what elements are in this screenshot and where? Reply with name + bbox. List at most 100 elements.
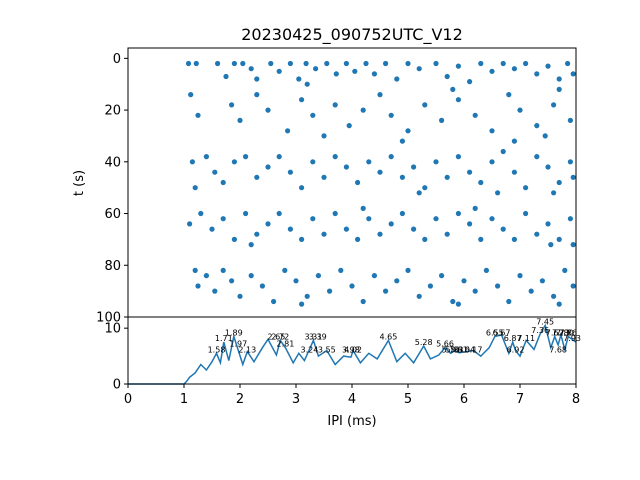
raster-point xyxy=(534,231,540,237)
raster-point xyxy=(570,242,576,248)
raster-point xyxy=(243,154,249,160)
raster-point xyxy=(388,154,394,160)
peak-annotation: 3.24 xyxy=(300,345,318,354)
histogram-y-tick-label: 0 xyxy=(113,378,121,393)
raster-point xyxy=(567,159,574,165)
raster-point xyxy=(237,117,243,123)
raster-point xyxy=(556,86,562,92)
raster-point xyxy=(500,148,506,155)
histogram-x-tick-label: 0 xyxy=(124,392,132,407)
raster-point xyxy=(299,185,305,191)
raster-y-label: t (s) xyxy=(72,170,87,196)
raster-point xyxy=(548,242,554,248)
raster-point xyxy=(282,267,288,273)
raster-point xyxy=(439,117,445,123)
raster-point xyxy=(562,267,568,273)
raster-point xyxy=(556,236,562,242)
peak-annotation: 6.17 xyxy=(465,345,483,354)
raster-point xyxy=(489,68,495,74)
raster-point xyxy=(195,283,201,289)
raster-point xyxy=(299,236,305,242)
raster-point xyxy=(360,205,366,211)
raster-points xyxy=(185,60,576,307)
peak-annotation: 7.11 xyxy=(517,334,535,343)
raster-point xyxy=(394,76,400,82)
raster-point xyxy=(472,288,478,294)
raster-point xyxy=(534,154,540,160)
raster-point xyxy=(523,185,529,191)
raster-point xyxy=(360,107,366,113)
raster-point xyxy=(405,60,411,67)
peak-annotation: 1.97 xyxy=(229,340,247,349)
raster-point xyxy=(343,60,349,67)
peak-annotation: 4.02 xyxy=(344,345,362,354)
raster-point xyxy=(276,68,282,74)
peak-annotation: 6.92 xyxy=(507,345,525,354)
raster-point xyxy=(321,231,327,237)
raster-point xyxy=(539,278,546,284)
peak-annotation: 7.93 xyxy=(563,334,581,343)
raster-point xyxy=(422,102,428,108)
raster-point xyxy=(444,174,450,180)
raster-point xyxy=(265,107,271,113)
histogram-annotations: 1.58 1.711.89 1.972.13 2.652.722.81 3.24 3.31… xyxy=(208,317,581,354)
peak-annotation: 4.65 xyxy=(379,332,397,341)
peak-annotation: 1.58 xyxy=(208,345,226,354)
raster-point xyxy=(223,73,229,80)
histogram-x-tick-label: 6 xyxy=(460,392,468,407)
raster-point xyxy=(229,278,235,284)
raster-point xyxy=(545,164,551,170)
raster-point xyxy=(444,231,450,237)
raster-point xyxy=(388,112,394,118)
raster-point xyxy=(495,190,501,196)
raster-point xyxy=(556,301,562,307)
peak-annotation: 5.66 xyxy=(436,340,454,349)
raster-point xyxy=(212,169,218,175)
histogram-x-label: IPI (ms) xyxy=(327,414,376,429)
raster-point xyxy=(220,267,226,273)
histogram-line xyxy=(128,323,577,385)
raster-point xyxy=(254,231,260,237)
raster-y-tick-label: 20 xyxy=(104,104,121,119)
raster-point xyxy=(523,60,529,67)
peak-annotation: 5.76 xyxy=(442,345,460,354)
raster-point xyxy=(556,179,562,186)
raster-point xyxy=(349,283,355,289)
peak-annotation: 1.89 xyxy=(225,329,243,338)
raster-point xyxy=(422,185,428,191)
raster-point xyxy=(570,283,576,289)
raster-point xyxy=(231,159,237,165)
raster-point xyxy=(343,164,349,170)
raster-point xyxy=(366,216,372,222)
raster-point xyxy=(220,216,226,222)
raster-point xyxy=(506,298,512,305)
peak-annotation: 3.98 xyxy=(342,345,360,354)
raster-y-axis: 0 20 40 60 80 100 xyxy=(96,52,128,326)
raster-point xyxy=(467,169,473,175)
raster-point xyxy=(405,267,411,273)
raster-point xyxy=(556,76,562,82)
raster-point xyxy=(268,60,274,67)
peak-annotation: 6.67 xyxy=(493,329,511,338)
raster-point xyxy=(231,236,237,242)
raster-point xyxy=(377,169,383,175)
raster-point xyxy=(231,60,237,67)
raster-point xyxy=(276,154,282,160)
raster-point xyxy=(377,231,383,237)
raster-point xyxy=(528,288,534,294)
raster-point xyxy=(198,210,204,217)
raster-point xyxy=(240,60,246,67)
raster-point xyxy=(433,216,439,222)
peak-annotation: 7.73 xyxy=(552,329,570,338)
raster-point xyxy=(321,133,327,139)
raster-y-tick-label: 100 xyxy=(96,311,121,326)
raster-point xyxy=(523,210,529,217)
raster-point xyxy=(215,60,221,67)
raster-point xyxy=(296,76,302,82)
raster-point xyxy=(304,81,310,87)
peak-annotation: 3.39 xyxy=(309,332,327,341)
raster-point xyxy=(534,123,540,129)
raster-point xyxy=(433,60,439,67)
